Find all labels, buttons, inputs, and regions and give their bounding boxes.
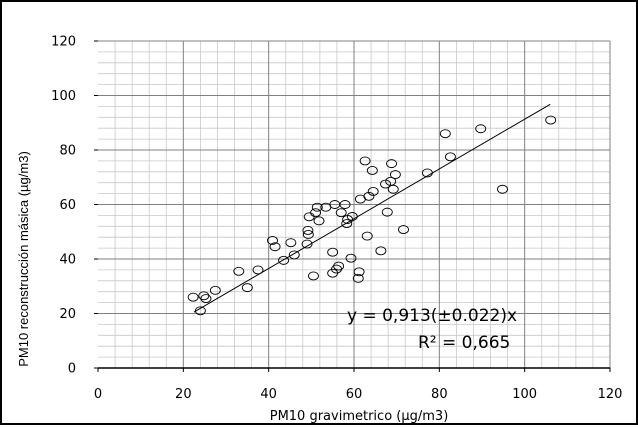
data-point (241, 283, 253, 293)
data-point (194, 306, 206, 316)
data-point (497, 184, 508, 194)
data-point (421, 168, 433, 178)
y-tick-label: 40 (59, 253, 76, 268)
data-point (444, 152, 456, 162)
y-tick-label: 100 (51, 89, 76, 104)
data-point (375, 246, 387, 256)
data-point (345, 253, 357, 263)
data-point (311, 202, 323, 212)
x-tick-label: 60 (346, 387, 363, 402)
data-point (341, 219, 353, 229)
data-point (386, 159, 397, 169)
data-point (269, 242, 281, 252)
data-point (187, 292, 199, 302)
data-point (302, 225, 314, 235)
data-point (303, 212, 315, 222)
data-point (285, 238, 297, 248)
y-axis-ticks: 0 20 40 60 80 100 120 (51, 35, 98, 377)
x-axis-ticks: 0 20 40 60 80 100 120 (94, 368, 623, 402)
y-tick-label: 120 (51, 35, 76, 50)
x-tick-label: 100 (512, 387, 537, 402)
data-point (352, 273, 364, 283)
y-tick-label: 20 (59, 307, 76, 322)
data-point (359, 156, 371, 166)
data-point (310, 208, 322, 218)
data-point (346, 212, 358, 221)
equation-label: y = 0,913(±0.022)x (347, 306, 517, 326)
y-tick-label: 0 (68, 362, 76, 377)
data-point (363, 191, 375, 201)
data-point (209, 285, 221, 295)
r-squared-label: R² = 0,665 (418, 333, 510, 353)
data-point (361, 231, 373, 241)
data-point (366, 165, 378, 175)
data-point (381, 207, 393, 217)
data-point (339, 200, 351, 209)
data-point (233, 266, 245, 276)
data-point (353, 267, 365, 277)
x-tick-label: 120 (598, 387, 623, 402)
trendline (193, 103, 551, 313)
data-point (252, 265, 264, 275)
data-point (335, 208, 347, 218)
data-point (288, 250, 300, 260)
data-point (200, 294, 212, 303)
data-point (308, 271, 319, 281)
x-tick-label: 0 (94, 387, 102, 402)
y-tick-label: 80 (59, 144, 76, 159)
data-point (331, 264, 342, 274)
data-points (187, 115, 557, 316)
data-point (367, 186, 379, 196)
data-point (389, 170, 401, 179)
data-point (387, 184, 399, 194)
data-point (475, 124, 487, 134)
data-point (439, 129, 451, 139)
data-point (313, 216, 325, 226)
data-point (278, 255, 290, 265)
data-point (198, 291, 210, 301)
x-axis-title: PM10 gravimetrico (µg/m3) (270, 409, 449, 424)
data-point (333, 261, 345, 271)
data-point (302, 230, 314, 239)
data-point (327, 247, 339, 257)
x-tick-label: 40 (260, 387, 277, 402)
major-gridlines (98, 40, 611, 368)
data-point (398, 225, 409, 235)
x-tick-label: 80 (431, 387, 448, 402)
y-tick-label: 60 (59, 198, 76, 213)
y-axis-title: PM10 reconstrucción másica (µg/m3) (16, 151, 31, 367)
data-point (301, 239, 313, 249)
data-point (267, 236, 278, 245)
data-point (545, 115, 557, 125)
x-tick-label: 20 (175, 387, 192, 402)
